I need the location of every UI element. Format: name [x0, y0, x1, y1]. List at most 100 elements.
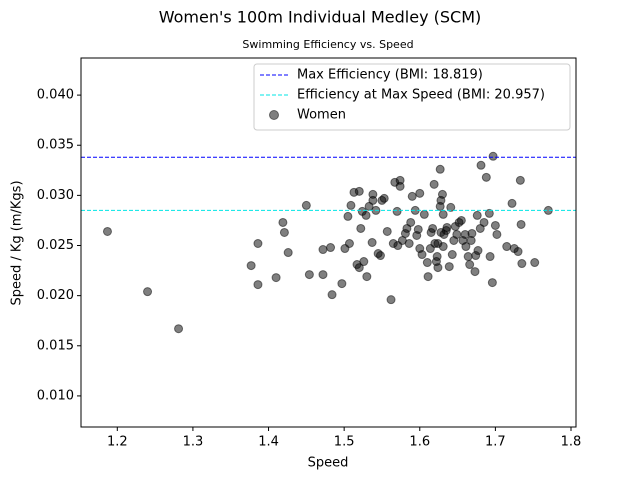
scatter-point	[253, 239, 263, 249]
x-tick-label: 1.4	[258, 435, 279, 450]
chart-title: Women's 100m Individual Medley (SCM)	[159, 8, 482, 27]
legend-label: Max Efficiency (BMI: 18.819)	[297, 68, 483, 83]
scatter-point	[356, 223, 366, 233]
scatter-point	[473, 246, 483, 256]
scatter-point	[516, 219, 526, 229]
legend-swatch	[269, 110, 279, 120]
scatter-point	[438, 209, 448, 219]
scatter-point	[467, 228, 477, 238]
legend: Max Efficiency (BMI: 18.819) Efficiency a…	[253, 63, 571, 131]
scatter-point	[422, 258, 432, 268]
scatter-point	[507, 198, 517, 208]
y-tick-label: 0.030	[37, 188, 74, 203]
scatter-point	[456, 215, 466, 225]
scatter-point	[344, 239, 354, 249]
scatter-point	[435, 164, 445, 174]
scatter-point	[461, 242, 471, 252]
scatter-point	[463, 252, 473, 262]
scatter-point	[465, 260, 475, 270]
scatter-point	[368, 195, 378, 205]
x-tick-label: 1.6	[409, 435, 430, 450]
scatter-point	[484, 208, 494, 218]
scatter-point	[513, 247, 523, 257]
scatter-point	[429, 179, 439, 189]
scatter-point	[419, 209, 429, 219]
scatter-point	[437, 189, 447, 199]
scatter-point	[406, 217, 416, 227]
scatter-point	[446, 202, 456, 212]
x-tick-label: 1.2	[107, 435, 128, 450]
scatter-point	[379, 193, 389, 203]
scatter-point	[502, 242, 512, 252]
scatter-point	[428, 223, 438, 233]
scatter-point	[327, 290, 337, 300]
scatter-point	[304, 270, 314, 280]
y-tick-label: 0.015	[37, 338, 74, 353]
y-tick-label: 0.025	[37, 238, 74, 253]
scatter-point	[326, 243, 336, 253]
scatter-point	[279, 227, 289, 237]
scatter-point	[359, 257, 369, 267]
scatter-point	[517, 259, 527, 269]
y-tick-label: 0.010	[37, 388, 74, 403]
scatter-point	[433, 263, 443, 273]
chart-subtitle: Swimming Efficiency vs. Speed	[242, 38, 413, 51]
scatter-point	[404, 239, 414, 249]
scatter-point	[407, 191, 417, 201]
y-tick-label: 0.020	[37, 288, 74, 303]
scatter-point	[476, 160, 486, 170]
scatter-point	[452, 229, 462, 239]
scatter-point	[174, 324, 184, 334]
legend-box	[253, 63, 571, 131]
scatter-point	[382, 226, 392, 236]
scatter-point	[413, 224, 423, 234]
scatter-point	[444, 262, 454, 272]
y-tick-label: 0.040	[37, 88, 74, 103]
scatter-point	[485, 252, 495, 262]
y-axis-label: Speed / Kg (m/Kgs)	[10, 180, 25, 305]
scatter-point	[346, 200, 356, 210]
scatter-point	[375, 251, 385, 261]
x-tick-label: 1.3	[183, 435, 204, 450]
plot-frame	[80, 57, 577, 428]
x-tick-label: 1.8	[561, 435, 582, 450]
scatter-point	[343, 211, 353, 221]
scatter-point	[253, 280, 263, 290]
scatter-point	[490, 220, 500, 230]
scatter-point	[472, 210, 482, 220]
scatter-point	[438, 242, 448, 252]
scatter-point	[278, 217, 288, 227]
x-axis-label: Speed	[308, 456, 349, 471]
y-tick-label: 0.035	[37, 138, 74, 153]
scatter-point	[318, 270, 328, 280]
scatter-point	[361, 210, 371, 220]
scatter-point	[392, 206, 402, 216]
scatter-point	[301, 200, 311, 210]
scatter-point	[271, 273, 281, 283]
scatter-point	[102, 226, 112, 236]
scatter-point	[447, 250, 457, 260]
scatter-point	[470, 267, 480, 277]
scatter-point	[143, 287, 153, 297]
scatter-point	[386, 295, 396, 305]
scatter-point	[423, 272, 433, 282]
scatter-point	[530, 258, 540, 268]
scatter-point	[415, 188, 425, 198]
scatter-point	[481, 172, 491, 182]
scatter-point	[442, 222, 452, 232]
scatter-point	[417, 250, 427, 260]
scatter-point	[487, 278, 497, 288]
scatter-point	[432, 252, 442, 262]
scatter-point	[354, 186, 364, 196]
scatter-point	[362, 272, 372, 282]
scatter-point	[479, 217, 489, 227]
scatter-point	[337, 279, 347, 289]
scatter-point	[492, 229, 502, 239]
scatter-point	[246, 261, 256, 271]
scatter-point	[395, 181, 405, 191]
x-tick-label: 1.5	[334, 435, 355, 450]
scatter-point	[318, 245, 328, 255]
scatter-point	[354, 263, 364, 273]
legend-label: Efficiency at Max Speed (BMI: 20.957)	[297, 88, 545, 103]
